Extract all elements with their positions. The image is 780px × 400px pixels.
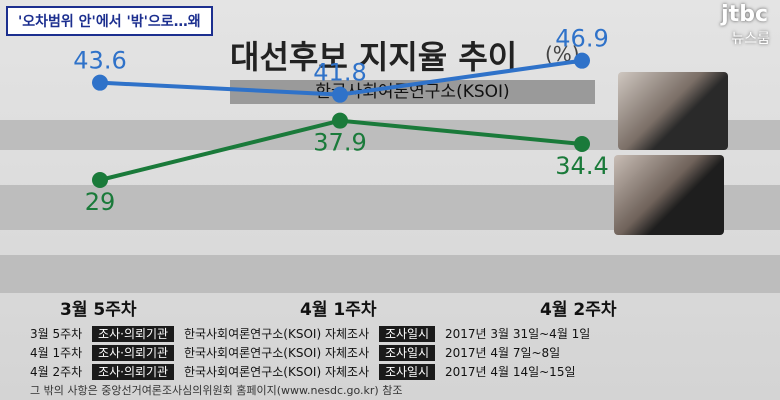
headline-caption: '오차범위 안'에서 '밖'으로…왜 — [6, 6, 213, 36]
survey-row: 3월 5주차 조사·의뢰기관 한국사회여론연구소(KSOI) 자체조사 조사일시… — [30, 326, 590, 342]
data-label: 46.9 — [555, 25, 608, 53]
broadcaster-logo: jtbc — [721, 2, 768, 27]
survey-date-tag: 조사일시 — [378, 345, 436, 361]
data-point — [92, 172, 108, 188]
data-label: 37.9 — [313, 129, 366, 157]
data-label: 43.6 — [73, 47, 126, 75]
data-point — [92, 74, 108, 91]
survey-org-tag: 조사·의뢰기관 — [92, 326, 175, 342]
survey-org: 한국사회여론연구소(KSOI) 자체조사 — [183, 365, 370, 379]
data-point — [574, 52, 590, 69]
survey-org-tag: 조사·의뢰기관 — [92, 364, 175, 380]
survey-week: 4월 1주차 — [30, 346, 83, 360]
survey-org: 한국사회여론연구소(KSOI) 자체조사 — [183, 327, 370, 341]
survey-org-tag: 조사·의뢰기관 — [92, 345, 175, 361]
candidate-photo — [614, 155, 724, 235]
category-label: 3월 5주차 — [60, 300, 137, 320]
survey-row: 4월 2주차 조사·의뢰기관 한국사회여론연구소(KSOI) 자체조사 조사일시… — [30, 364, 576, 380]
survey-week: 3월 5주차 — [30, 327, 83, 341]
program-logo: 뉴스룸 — [731, 31, 770, 47]
survey-row: 4월 1주차 조사·의뢰기관 한국사회여론연구소(KSOI) 자체조사 조사일시… — [30, 345, 560, 361]
category-label: 4월 2주차 — [540, 300, 617, 320]
category-label: 4월 1주차 — [300, 300, 377, 320]
chart-source: 한국사회여론연구소(KSOI) — [230, 80, 595, 104]
data-label: 29 — [85, 188, 116, 216]
data-label: 34.4 — [555, 152, 608, 180]
chart-title: 대선후보 지지율 추이 — [230, 38, 518, 76]
survey-week: 4월 2주차 — [30, 365, 83, 379]
survey-date-tag: 조사일시 — [378, 364, 436, 380]
survey-date: 2017년 3월 31일~4월 1일 — [444, 327, 591, 341]
data-point — [574, 136, 590, 152]
data-point — [332, 112, 348, 129]
background-band — [0, 255, 780, 293]
survey-date: 2017년 4월 7일~8일 — [444, 346, 561, 360]
footnote: 그 밖의 사항은 중앙선거여론조사심의위원회 홈페이지(www.nesdc.go… — [30, 384, 403, 397]
data-point — [332, 86, 348, 103]
survey-date-tag: 조사일시 — [378, 326, 436, 342]
survey-date: 2017년 4월 14일~15일 — [444, 365, 576, 379]
data-label: 41.8 — [313, 59, 366, 87]
survey-org: 한국사회여론연구소(KSOI) 자체조사 — [183, 346, 370, 360]
candidate-photo — [618, 72, 728, 150]
